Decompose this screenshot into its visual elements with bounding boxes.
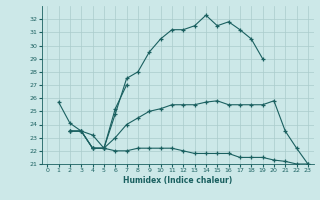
X-axis label: Humidex (Indice chaleur): Humidex (Indice chaleur) bbox=[123, 176, 232, 185]
